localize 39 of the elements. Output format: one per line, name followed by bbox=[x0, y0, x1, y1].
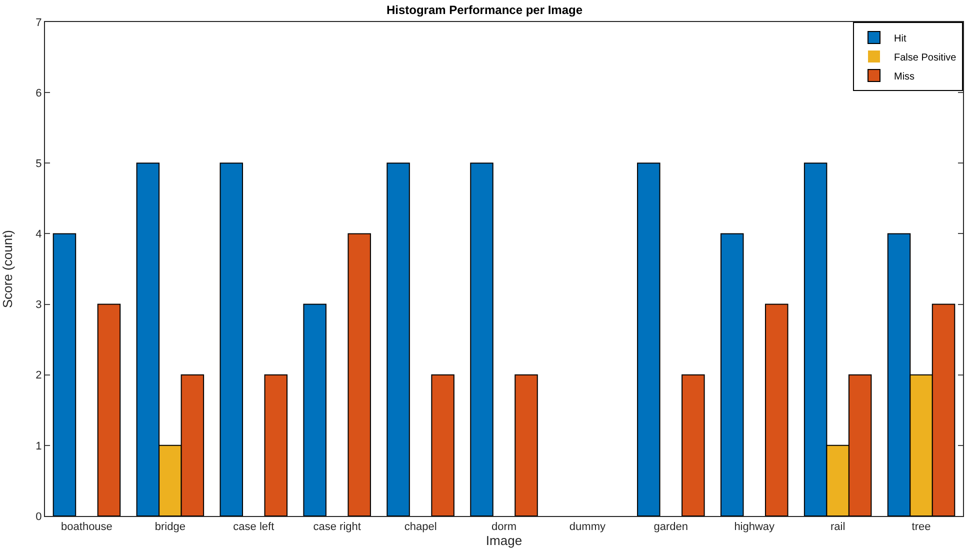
x-tick-label: garden bbox=[654, 521, 688, 534]
y-axis-title: Score (count) bbox=[0, 230, 15, 308]
y-tick-label: 0 bbox=[36, 510, 42, 523]
bar bbox=[720, 233, 744, 516]
bar bbox=[348, 233, 371, 516]
y-tick-label: 3 bbox=[36, 299, 42, 312]
x-tick-label: bridge bbox=[154, 521, 186, 534]
bar bbox=[52, 233, 76, 516]
bar bbox=[637, 162, 660, 516]
bar bbox=[386, 162, 410, 516]
bar bbox=[303, 304, 326, 516]
y-tick-label: 5 bbox=[36, 158, 42, 170]
x-tick-label: case left bbox=[233, 521, 274, 534]
bar bbox=[682, 374, 705, 516]
bar bbox=[470, 162, 494, 516]
x-axis-title: Image bbox=[486, 533, 522, 548]
x-tick-label: boathouse bbox=[61, 521, 112, 534]
y-tick-label: 6 bbox=[36, 87, 42, 100]
bar bbox=[514, 374, 538, 516]
bar bbox=[431, 374, 454, 516]
bar bbox=[97, 304, 121, 516]
y-tick-label: 4 bbox=[36, 228, 42, 241]
chart-title: Histogram Performance per Image bbox=[386, 2, 583, 17]
x-tick-label: dorm bbox=[491, 521, 517, 534]
bar bbox=[764, 304, 788, 516]
bar bbox=[264, 374, 288, 516]
x-tick-label: tree bbox=[912, 521, 931, 534]
y-tick-label: 2 bbox=[36, 370, 42, 382]
x-tick-label: dummy bbox=[569, 521, 606, 534]
bar bbox=[220, 162, 244, 516]
y-tick-label: 7 bbox=[36, 16, 42, 29]
x-tick-label: rail bbox=[830, 521, 846, 534]
legend-label: Hit bbox=[894, 33, 906, 44]
legend-label: Miss bbox=[894, 71, 915, 82]
x-tick-label: highway bbox=[734, 521, 776, 534]
x-tick-label: case right bbox=[313, 521, 361, 534]
x-tick-label: chapel bbox=[404, 521, 437, 534]
legend-label: False Positive bbox=[894, 52, 957, 64]
y-tick-label: 1 bbox=[36, 440, 42, 452]
